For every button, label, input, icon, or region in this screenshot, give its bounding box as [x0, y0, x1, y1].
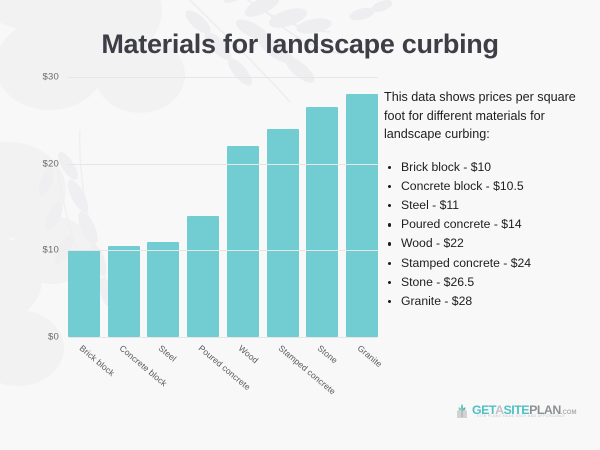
list-item: Poured concrete - $14 — [384, 215, 589, 234]
y-axis-tick-label: $10 — [42, 244, 59, 256]
bar-slot — [107, 77, 140, 337]
bar-slot — [187, 77, 220, 337]
bar-slot — [306, 77, 339, 337]
logo-word-plan: PLAN — [529, 402, 561, 417]
bullet-icon — [388, 223, 392, 227]
y-axis-tick-label: $20 — [42, 158, 59, 170]
list-item: Brick block - $10 — [384, 158, 589, 177]
bullet-icon — [388, 203, 392, 208]
list-item-label: Concrete block - $10.5 — [401, 178, 524, 193]
gridline — [68, 77, 378, 78]
gridline — [68, 163, 378, 165]
chart-plot-area: $0 $10 $20 $30 — [43, 72, 378, 343]
list-item: Stone - $26.5 — [384, 273, 589, 292]
x-axis-tick-label: Steel — [156, 343, 179, 364]
bar-slot — [266, 77, 299, 337]
panel-intro-text: This data shows prices per square foot f… — [384, 90, 576, 141]
list-item: Concrete block - $10.5 — [384, 177, 589, 196]
bar-slot — [68, 77, 100, 337]
bar-series — [68, 77, 378, 337]
bullet-icon — [388, 280, 392, 285]
list-item-label: Granite - $28 — [401, 293, 473, 308]
bar-slot — [147, 77, 180, 337]
bar[interactable] — [187, 215, 220, 337]
list-item-label: Wood - $22 — [401, 236, 464, 251]
gridline — [68, 337, 378, 338]
x-axis-tick-label: Wood — [236, 343, 261, 366]
gridline — [68, 250, 378, 252]
bar-chart: $0 $10 $20 $30 Brick block Concrete block Ste… — [43, 72, 385, 411]
bar[interactable] — [147, 241, 180, 337]
list-item: Granite - $28 — [384, 292, 589, 311]
brand-logo-text: GETASITEPLAN.COM — [472, 402, 577, 419]
bar-slot — [345, 77, 378, 337]
list-item-label: Poured concrete - $14 — [401, 217, 522, 232]
x-axis-tick-label: Granite — [355, 343, 385, 370]
bar[interactable] — [226, 146, 259, 337]
x-axis-tick-label: Brick block — [77, 343, 117, 379]
logo-word-a: A — [495, 402, 504, 417]
y-axis-tick-label: $30 — [42, 71, 59, 83]
bar[interactable] — [266, 129, 299, 337]
logo-word-get: GET — [472, 402, 496, 417]
x-axis-tick-label: Stone — [315, 343, 340, 366]
bullet-icon — [388, 261, 392, 265]
list-item-label: Steel - $11 — [401, 197, 460, 212]
list-item-label: Brick block - $10 — [401, 159, 492, 174]
x-axis-labels: Brick block Concrete block Steel Poured con… — [68, 341, 385, 411]
bullet-icon — [388, 165, 392, 169]
bar[interactable] — [345, 94, 378, 337]
description-panel: This data shows prices per square foot f… — [384, 88, 589, 311]
bar[interactable] — [306, 107, 339, 337]
list-item-label: Stamped concrete - $24 — [401, 255, 532, 270]
y-axis-tick-label: $0 — [48, 331, 59, 343]
logo-tagline: SITE PLANS MADE EASY AND AFFORDABLE — [477, 414, 566, 418]
list-item: Stamped concrete - $24 — [384, 254, 589, 273]
list-item: Wood - $22 — [384, 234, 589, 253]
list-item-label: Stone - $26.5 — [401, 274, 475, 289]
house-plant-logo-icon — [457, 404, 467, 418]
materials-price-list: Brick block - $10 Concrete block - $10.5 S… — [384, 158, 589, 312]
bullet-icon — [388, 242, 392, 246]
bar[interactable] — [68, 250, 100, 337]
bullet-icon — [388, 299, 392, 304]
bullet-icon — [388, 184, 392, 189]
logo-word-com: .COM — [560, 409, 577, 416]
page-title: Materials for landscape curbing — [101, 29, 499, 59]
list-item: Steel - $11 — [384, 196, 589, 215]
bar-slot — [226, 77, 259, 337]
brand-logo[interactable]: GETASITEPLAN.COM SITE PLANS MADE EASY AN… — [455, 400, 576, 422]
logo-word-site: SITE — [503, 402, 530, 417]
bar[interactable] — [107, 246, 140, 337]
